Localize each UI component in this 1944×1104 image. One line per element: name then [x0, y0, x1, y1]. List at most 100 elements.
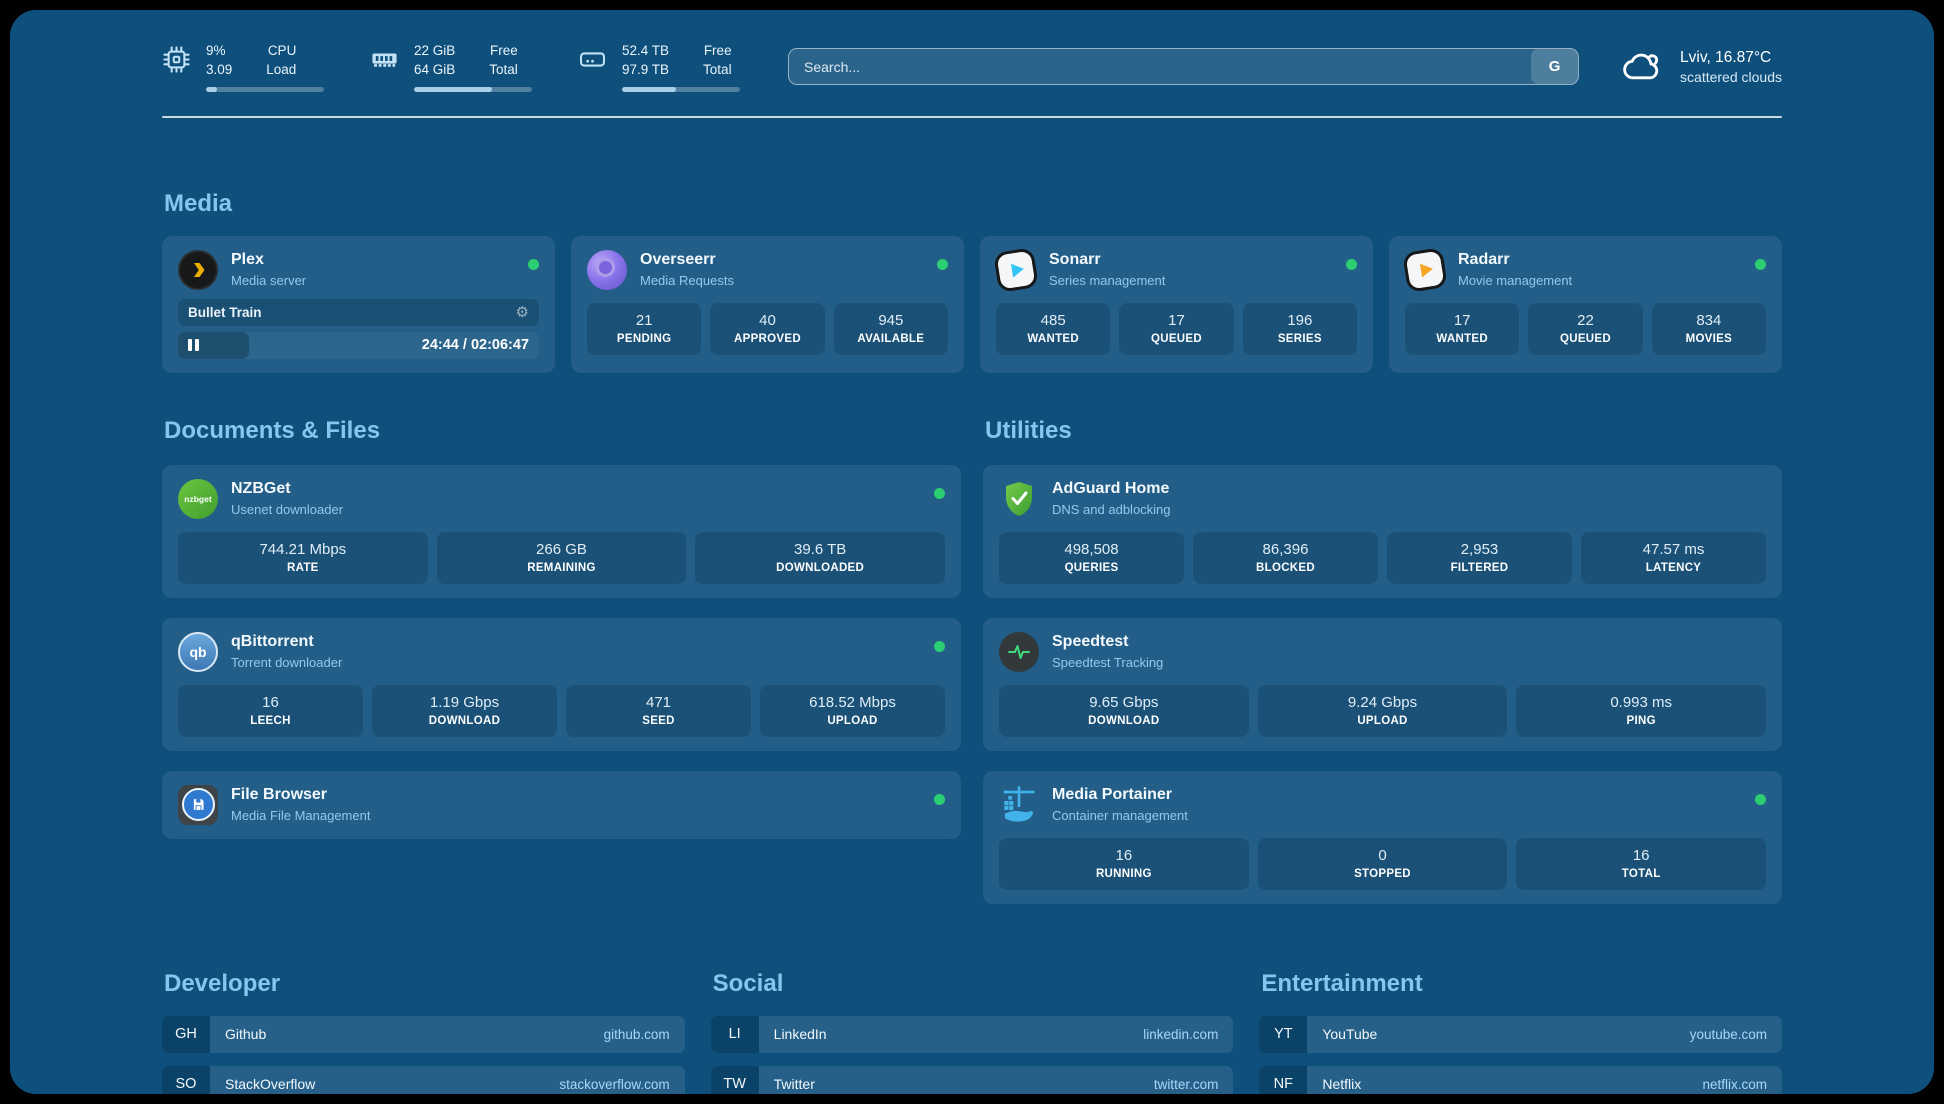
service-card-adguard[interactable]: AdGuard Home DNS and adblocking 498,508 …: [983, 464, 1782, 598]
memory-stat: 22 GiB 64 GiB Free Total: [370, 42, 532, 92]
qbittorrent-icon: qb: [178, 631, 218, 672]
stat-queued: 17 QUEUED: [1119, 302, 1234, 355]
service-description: Speedtest Tracking: [1052, 654, 1164, 670]
search-input[interactable]: [789, 49, 1532, 85]
now-playing-row: Bullet Train ⚙: [178, 298, 539, 326]
service-card-filebrowser[interactable]: File Browser Media File Management: [162, 770, 961, 839]
cpu-load-value: 3.09: [206, 61, 233, 77]
search-provider-button[interactable]: G: [1531, 49, 1579, 85]
service-name: Speedtest: [1052, 632, 1129, 650]
cpu-load-label: Load: [266, 61, 297, 77]
weather-location-temp: Lviv, 16.87°C: [1680, 48, 1772, 66]
scattered-clouds-icon: [1619, 47, 1665, 87]
weather-condition: scattered clouds: [1680, 68, 1782, 85]
link-tag: YT: [1259, 1015, 1308, 1053]
bookmark-group-developer: Developer GH Github github.com SO StackO…: [162, 970, 685, 1094]
section-title-documents: Documents & Files: [164, 416, 381, 444]
link-name: StackOverflow: [225, 1076, 316, 1093]
link-tag: GH: [162, 1015, 210, 1053]
stat-leech: 16 LEECH: [178, 684, 363, 737]
section-title-developer: Developer: [164, 969, 281, 997]
service-name: Overseerr: [640, 250, 716, 268]
stat-queued: 22 QUEUED: [1528, 302, 1643, 355]
service-name: qBittorrent: [231, 632, 314, 650]
service-card-qbittorrent[interactable]: qb qBittorrent Torrent downloader 16 LEE…: [162, 617, 961, 751]
link-linkedin[interactable]: LI LinkedIn linkedin.com: [710, 1015, 1234, 1053]
service-name: AdGuard Home: [1052, 479, 1170, 497]
service-card-speedtest[interactable]: Speedtest Speedtest Tracking 9.65 Gbps D…: [983, 617, 1782, 751]
service-name: Sonarr: [1049, 250, 1101, 268]
status-online-dot: [1346, 258, 1357, 270]
service-description: Movie management: [1458, 272, 1573, 288]
link-name: Github: [225, 1026, 267, 1043]
radarr-icon: [1402, 246, 1448, 293]
stat-wanted: 485 WANTED: [996, 302, 1111, 355]
service-card-overseerr[interactable]: Overseerr Media Requests 21 PENDING 40 A…: [571, 235, 964, 373]
service-name: File Browser: [231, 785, 328, 803]
top-bar: 9% 3.09 CPU Load: [162, 42, 1782, 92]
service-card-sonarr[interactable]: Sonarr Series management 485 WANTED 17 Q…: [980, 235, 1373, 373]
service-card-portainer[interactable]: Media Portainer Container management 16 …: [983, 770, 1782, 904]
service-card-radarr[interactable]: Radarr Movie management 17 WANTED 22 QUE…: [1389, 235, 1782, 373]
status-online-dot: [1755, 258, 1766, 270]
speedtest-icon: [999, 631, 1039, 672]
service-name: Media Portainer: [1052, 785, 1173, 803]
ram-total-label: Total: [489, 61, 518, 77]
disk-free-value: 52.4 TB: [622, 43, 670, 58]
now-playing-progress[interactable]: 24:44 / 02:06:47: [178, 331, 539, 359]
link-url: netflix.com: [1702, 1076, 1767, 1092]
service-card-nzbget[interactable]: nzbget NZBGet Usenet downloader 744.21 M…: [162, 464, 961, 598]
cpu-stat: 9% 3.09 CPU Load: [162, 42, 324, 92]
stat-movies: 834 MOVIES: [1651, 302, 1766, 355]
section-title-social: Social: [712, 969, 784, 997]
now-playing-time: 24:44 / 02:06:47: [421, 337, 529, 354]
service-name: Plex: [231, 250, 264, 268]
stat-wanted: 17 WANTED: [1405, 302, 1520, 355]
overseerr-icon: [587, 249, 627, 290]
link-stackoverflow[interactable]: SO StackOverflow stackoverflow.com: [162, 1065, 685, 1094]
stat-download: 9.65 Gbps DOWNLOAD: [999, 684, 1249, 737]
gear-icon[interactable]: ⚙: [515, 303, 529, 321]
link-twitter[interactable]: TW Twitter twitter.com: [710, 1065, 1234, 1094]
stat-stopped: 0 STOPPED: [1257, 837, 1508, 890]
pause-icon[interactable]: [188, 339, 199, 352]
section-title-utilities: Utilities: [985, 416, 1072, 444]
stat-blocked: 86,396 BLOCKED: [1193, 531, 1378, 584]
link-netflix[interactable]: NF Netflix netflix.com: [1259, 1065, 1782, 1094]
link-youtube[interactable]: YT YouTube youtube.com: [1259, 1015, 1782, 1053]
dashboard: 9% 3.09 CPU Load: [10, 10, 1934, 1094]
link-url: youtube.com: [1689, 1026, 1767, 1042]
link-tag: SO: [162, 1065, 210, 1094]
stat-filtered: 2,953 FILTERED: [1387, 531, 1572, 584]
service-name: Radarr: [1458, 250, 1510, 268]
status-online-dot: [934, 793, 945, 805]
ram-free-label: Free: [490, 43, 518, 58]
link-url: stackoverflow.com: [559, 1076, 670, 1092]
stat-available: 945 AVAILABLE: [833, 302, 948, 355]
cpu-value: 9%: [206, 43, 226, 58]
service-card-plex[interactable]: Plex Media server Bullet Train ⚙ 24:44 /…: [162, 235, 555, 373]
link-tag: LI: [710, 1015, 759, 1053]
disk-total-value: 97.9 TB: [622, 61, 670, 77]
plex-icon: [178, 249, 218, 290]
sonarr-icon: [993, 246, 1039, 293]
system-stats: 9% 3.09 CPU Load: [162, 42, 740, 92]
search-bar: G: [788, 48, 1580, 86]
stat-total: 16 TOTAL: [1516, 837, 1766, 890]
link-github[interactable]: GH Github github.com: [162, 1015, 685, 1053]
weather-widget: Lviv, 16.87°C scattered clouds: [1619, 47, 1782, 87]
stat-downloaded: 39.6 TB DOWNLOADED: [695, 531, 945, 584]
service-description: Container management: [1052, 807, 1188, 823]
header-divider: [162, 115, 1782, 118]
stat-upload: 9.24 Gbps UPLOAD: [1257, 684, 1508, 737]
nzbget-icon: nzbget: [178, 478, 218, 519]
stat-latency: 47.57 ms LATENCY: [1581, 531, 1766, 584]
disk-progress-bar: [622, 86, 740, 92]
stat-approved: 40 APPROVED: [710, 302, 825, 355]
stat-series: 196 SERIES: [1242, 302, 1357, 355]
cpu-progress-bar: [206, 86, 324, 92]
status-online-dot: [934, 640, 945, 652]
adguard-icon: [999, 479, 1039, 519]
disk-total-label: Total: [703, 61, 732, 77]
stat-running: 16 RUNNING: [999, 837, 1249, 890]
